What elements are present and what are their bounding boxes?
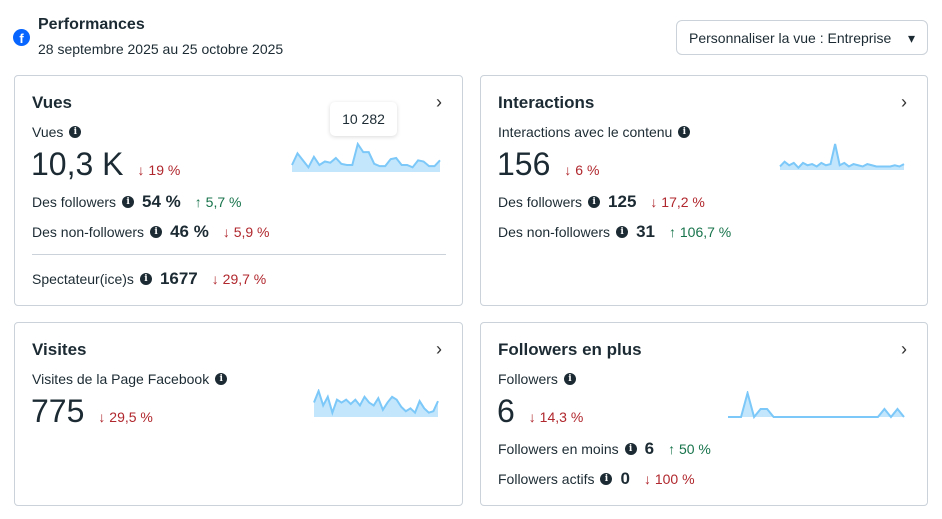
card-title: Followers en plus bbox=[498, 340, 642, 359]
view-select-label: Personnaliser la vue : Entreprise bbox=[689, 30, 892, 46]
info-icon[interactable]: i bbox=[624, 443, 637, 455]
card-title: Visites bbox=[32, 340, 87, 359]
date-range: 28 septembre 2025 au 25 octobre 2025 bbox=[38, 41, 284, 57]
metric-value: 10,3 K ↓ 19 % bbox=[31, 146, 181, 182]
metric-label: Vues i bbox=[32, 124, 82, 140]
chevron-right-icon[interactable]: › bbox=[901, 339, 907, 359]
facebook-icon: f bbox=[13, 29, 30, 46]
row-followers-actifs: Followers actifs i 0 ↓ 100 % bbox=[498, 469, 695, 488]
card-followers[interactable]: Followers en plus › Followers i 6 ↓ 14,3 %… bbox=[480, 322, 928, 506]
metric-change: ↓ 29,5 % bbox=[98, 409, 153, 425]
metric-value: 775 ↓ 29,5 % bbox=[31, 393, 153, 429]
chevron-right-icon[interactable]: › bbox=[436, 92, 442, 112]
sparkline-area bbox=[728, 393, 904, 417]
info-icon[interactable]: i bbox=[69, 126, 82, 138]
row-non-followers: Des non-followers i 31 ↑ 106,7 % bbox=[498, 222, 732, 241]
info-icon[interactable]: i bbox=[588, 196, 601, 208]
page-title: Performances bbox=[38, 16, 145, 33]
info-icon[interactable]: i bbox=[122, 196, 135, 208]
info-icon[interactable]: i bbox=[678, 126, 691, 138]
metric-label: Interactions avec le contenu i bbox=[498, 124, 691, 140]
card-visites[interactable]: Visites › Visites de la Page Facebook i 7… bbox=[14, 322, 463, 506]
sparkline bbox=[779, 143, 905, 170]
sparkline-line bbox=[291, 142, 441, 170]
row-followers: Des followers i 125 ↓ 17,2 % bbox=[498, 192, 705, 211]
sparkline-line bbox=[728, 391, 905, 419]
metric-change: ↓ 14,3 % bbox=[528, 409, 584, 425]
info-icon[interactable]: i bbox=[150, 226, 163, 238]
chevron-right-icon[interactable]: › bbox=[436, 339, 442, 359]
sparkline-line bbox=[313, 389, 439, 416]
value-tooltip: 10 282 bbox=[330, 102, 397, 136]
info-icon[interactable]: i bbox=[215, 373, 228, 385]
chevron-right-icon[interactable]: › bbox=[901, 92, 907, 112]
row-non-followers: Des non-followers i 46 % ↓ 5,9 % bbox=[32, 222, 270, 241]
row-spectateurs: Spectateur(ice)s i 1677 ↓ 29,7 % bbox=[32, 269, 267, 288]
card-title: Interactions bbox=[498, 93, 595, 112]
card-title: Vues bbox=[32, 93, 73, 112]
metric-change: ↓ 6 % bbox=[564, 162, 600, 178]
metric-label: Visites de la Page Facebook i bbox=[32, 371, 228, 387]
view-select[interactable]: Personnaliser la vue : Entreprise ▾ bbox=[676, 20, 928, 55]
card-interactions[interactable]: Interactions › Interactions avec le cont… bbox=[480, 75, 928, 306]
divider bbox=[32, 254, 446, 255]
card-vues[interactable]: Vues › Vues i 10,3 K ↓ 19 % Des followers i… bbox=[14, 75, 463, 306]
sparkline bbox=[313, 389, 439, 417]
metric-value: 156 ↓ 6 % bbox=[497, 146, 600, 182]
info-icon[interactable]: i bbox=[600, 473, 613, 485]
info-icon[interactable]: i bbox=[563, 373, 576, 385]
row-followers: Des followers i 54 % ↑ 5,7 % bbox=[32, 192, 242, 211]
sparkline bbox=[291, 142, 441, 172]
metric-change: ↓ 19 % bbox=[137, 162, 181, 178]
metric-label: Followers i bbox=[498, 371, 576, 387]
sparkline bbox=[728, 391, 905, 419]
caret-down-icon: ▾ bbox=[907, 30, 915, 46]
info-icon[interactable]: i bbox=[616, 226, 629, 238]
info-icon[interactable]: i bbox=[139, 273, 152, 285]
sparkline-line bbox=[779, 143, 905, 170]
metric-value: 6 ↓ 14,3 % bbox=[497, 393, 584, 429]
row-followers-en-moins: Followers en moins i 6 ↑ 50 % bbox=[498, 439, 711, 458]
